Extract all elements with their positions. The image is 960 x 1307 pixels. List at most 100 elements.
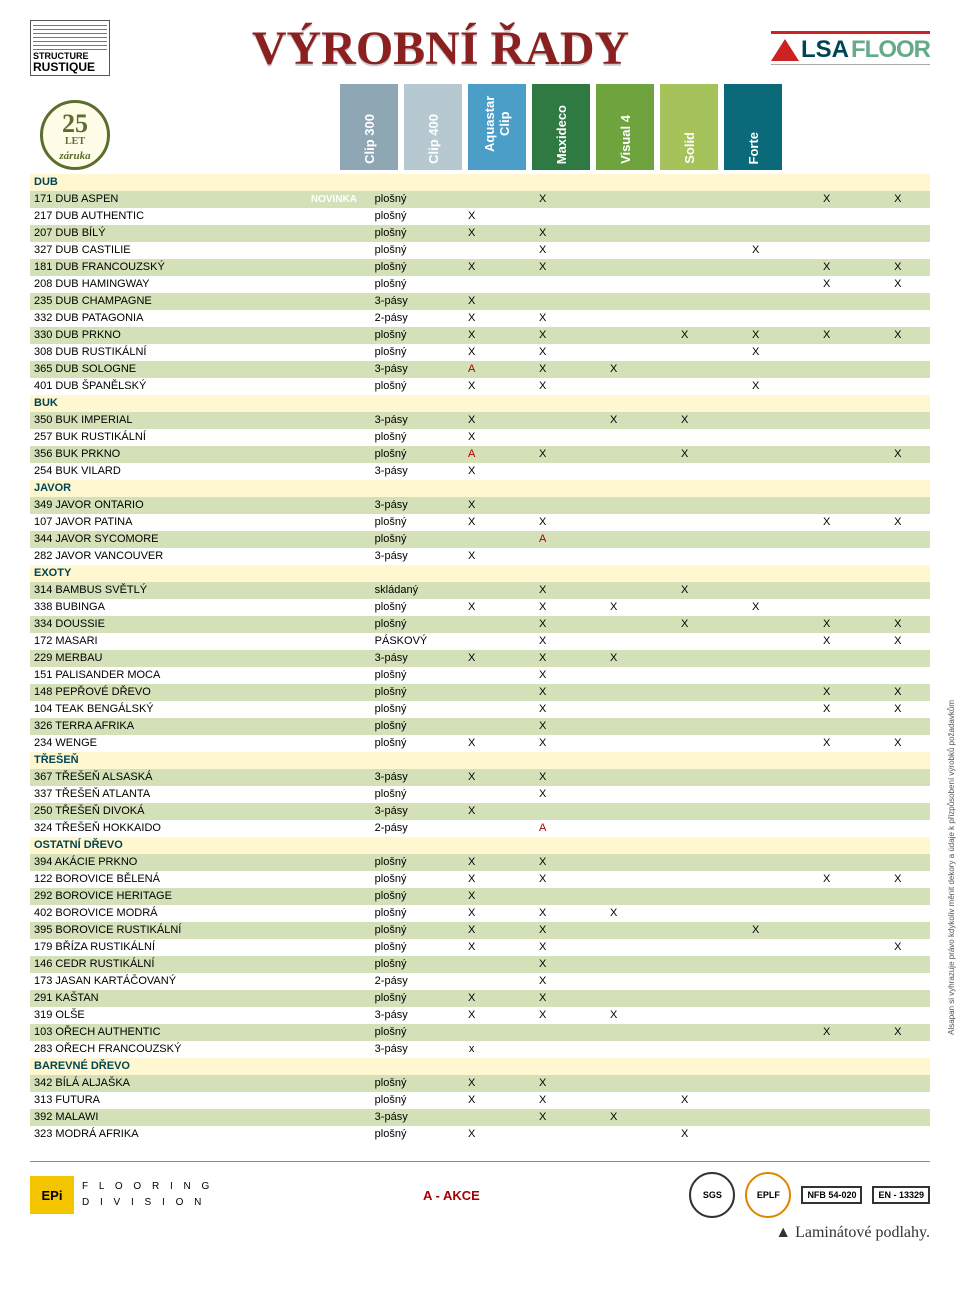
novinka-label (302, 1092, 371, 1109)
column-gap (859, 1075, 866, 1092)
availability-cell (510, 1126, 574, 1143)
availability-cell: X (510, 990, 574, 1007)
availability-cell (795, 208, 859, 225)
availability-cell (795, 412, 859, 429)
novinka-label (302, 497, 371, 514)
availability-cell: X (653, 582, 717, 599)
product-type: plošný (371, 956, 440, 973)
column-gap (717, 786, 724, 803)
product-type: plošný (371, 939, 440, 956)
availability-cell (795, 242, 859, 259)
table-row: 313 FUTURAplošnýXXX (30, 1092, 930, 1109)
availability-cell (582, 1092, 646, 1109)
table-row: 332 DUB PATAGONIA2-pásyXX (30, 310, 930, 327)
availability-cell: X (653, 327, 717, 344)
column-gap (788, 905, 795, 922)
availability-cell (866, 888, 930, 905)
column-gap (575, 905, 582, 922)
availability-cell: X (510, 973, 574, 990)
availability-cell (653, 633, 717, 650)
column-gap (646, 310, 653, 327)
column-gap (788, 1109, 795, 1126)
availability-cell (439, 276, 503, 293)
availability-cell (653, 854, 717, 871)
product-name: 367 TŘEŠEŇ ALSASKÁ (30, 769, 302, 786)
availability-cell: X (510, 684, 574, 701)
table-row: 234 WENGEplošnýXXXX (30, 735, 930, 752)
column-gap (859, 225, 866, 242)
availability-cell: X (866, 514, 930, 531)
column-gap (859, 1041, 866, 1058)
availability-cell: X (866, 276, 930, 293)
availability-cell: X (724, 242, 788, 259)
column-gap (646, 820, 653, 837)
availability-cell: X (510, 650, 574, 667)
product-name: 326 TERRA AFRIKA (30, 718, 302, 735)
column-gap (788, 429, 795, 446)
column-gap (575, 531, 582, 548)
availability-cell: X (439, 225, 503, 242)
column-gap (575, 361, 582, 378)
column-gap (859, 939, 866, 956)
warranty-badge: 25 LET záruka (40, 100, 110, 170)
availability-cell (866, 497, 930, 514)
product-type: plošný (371, 378, 440, 395)
column-gap (859, 412, 866, 429)
product-name: 103 OŘECH AUTHENTIC (30, 1024, 302, 1041)
availability-cell (724, 633, 788, 650)
column-gap (575, 803, 582, 820)
table-row: 350 BUK IMPERIAL3-pásyXXX (30, 412, 930, 429)
availability-cell (795, 1075, 859, 1092)
column-gap (504, 276, 511, 293)
novinka-label (302, 701, 371, 718)
akce-label: A - AKCE (423, 1188, 480, 1203)
page-title: VÝROBNÍ ŘADY (252, 21, 629, 76)
column-gap (575, 582, 582, 599)
novinka-label (302, 531, 371, 548)
availability-cell (866, 667, 930, 684)
column-gap (575, 990, 582, 1007)
column-gap (504, 667, 511, 684)
column-gap (504, 905, 511, 922)
column-gap (717, 1075, 724, 1092)
column-gap (575, 1109, 582, 1126)
column-gap (717, 429, 724, 446)
column-gap (859, 259, 866, 276)
column-gap (504, 1092, 511, 1109)
column-gap (575, 1024, 582, 1041)
availability-cell (724, 497, 788, 514)
product-type: plošný (371, 191, 440, 208)
column-gap (504, 854, 511, 871)
product-table: DUB171 DUB ASPENNOVINKAplošnýXXX217 DUB … (30, 174, 930, 1143)
availability-cell (653, 242, 717, 259)
column-gap (646, 327, 653, 344)
column-gap (859, 293, 866, 310)
availability-cell: X (653, 1092, 717, 1109)
novinka-label (302, 1075, 371, 1092)
novinka-label (302, 667, 371, 684)
column-gap (717, 412, 724, 429)
novinka-label (302, 276, 371, 293)
availability-cell (582, 956, 646, 973)
column-gap (788, 582, 795, 599)
badge-zaruka: záruka (43, 151, 107, 162)
product-name: 323 MODRÁ AFRIKA (30, 1126, 302, 1143)
table-row: 337 TŘEŠEŇ ATLANTAplošnýX (30, 786, 930, 803)
column-label: Solid (682, 132, 697, 164)
availability-cell: X (439, 344, 503, 361)
column-label: Clip 300 (362, 114, 377, 164)
table-row: 104 TEAK BENGÁLSKÝplošnýXXX (30, 701, 930, 718)
availability-cell: X (510, 378, 574, 395)
availability-cell (582, 446, 646, 463)
availability-cell (724, 616, 788, 633)
column-label: Clip 400 (426, 114, 441, 164)
column-gap (646, 259, 653, 276)
section-title: TŘEŠEŇ (30, 752, 930, 769)
column-gap (646, 769, 653, 786)
product-name: 107 JAVOR PATINA (30, 514, 302, 531)
product-type: 3-pásy (371, 1007, 440, 1024)
novinka-label: NOVINKA (302, 973, 371, 990)
column-gap (575, 514, 582, 531)
column-gap (859, 718, 866, 735)
column-gap (717, 990, 724, 1007)
